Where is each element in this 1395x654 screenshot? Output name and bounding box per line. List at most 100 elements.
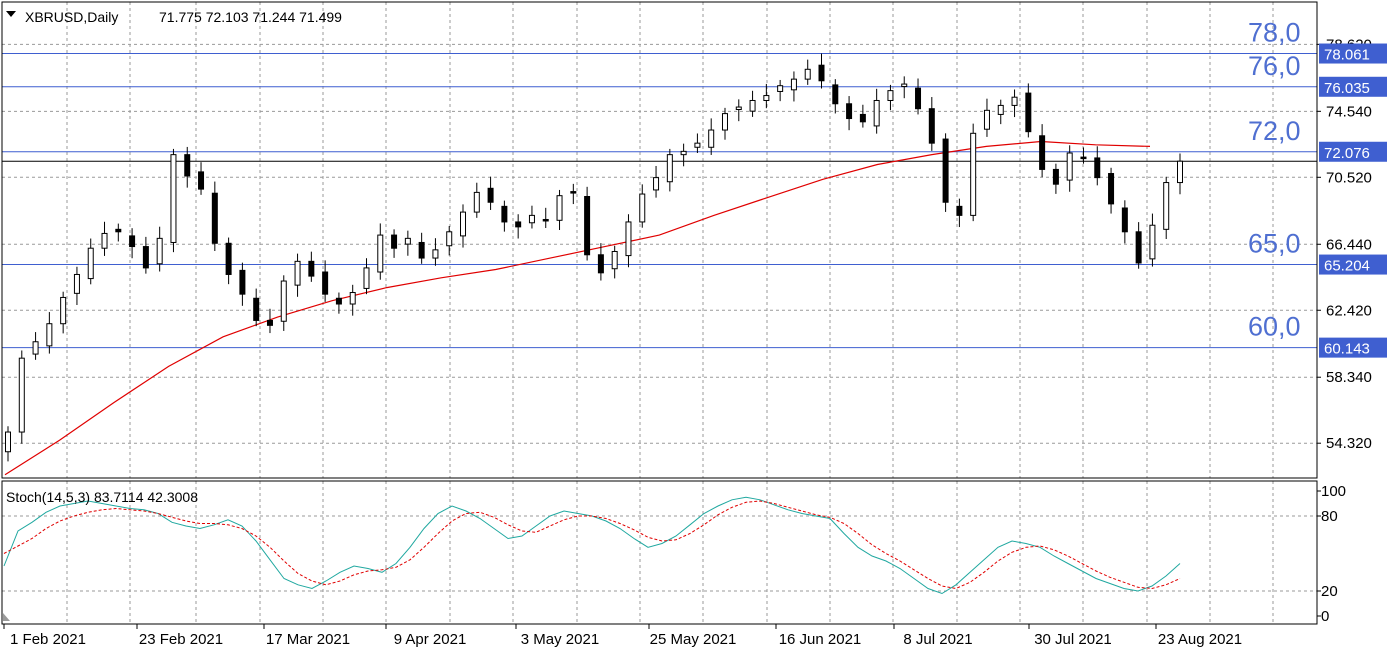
level-tag-label-0: 78.061	[1324, 47, 1370, 64]
x-tick-label-4: 3 May 2021	[521, 631, 599, 648]
candle-body-7	[101, 232, 108, 249]
candle-body-3	[46, 323, 53, 347]
candle-body-39	[542, 218, 549, 222]
candle-body-22	[308, 260, 315, 277]
horizontal-levels: 78,076,0 72,0 65,0 60,0	[2, 18, 1317, 349]
stoch-y-label-0: 100	[1321, 483, 1346, 500]
price-tags: 78.061 76.035 72.076 65.204 60.143	[1319, 43, 1387, 358]
candle-body-4	[60, 296, 67, 325]
axes: 78.62074.54070.52066.44062.42058.34054.3…	[1, 1, 1372, 648]
candle-body-56	[777, 85, 784, 92]
candle-body-18	[253, 297, 260, 321]
stoch-indicator-label: Stoch(14,5,3) 83.7114 42.3008	[6, 489, 198, 505]
x-tick-label-8: 30 Jul 2021	[1034, 631, 1112, 648]
candle-body-83	[1149, 224, 1156, 260]
level-annotation-0: 78,0	[1248, 18, 1301, 48]
x-tick-label-9: 23 Aug 2021	[1158, 631, 1242, 648]
candle-body-23	[322, 271, 329, 295]
candle-body-47	[653, 177, 660, 191]
dropdown-arrow-icon[interactable]	[6, 11, 16, 17]
level-tag-label-4: 60.143	[1324, 341, 1370, 358]
candle-body-36	[501, 205, 508, 223]
candle-body-38	[528, 214, 535, 224]
candle-body-68	[942, 138, 949, 203]
candle-body-40	[556, 195, 563, 221]
stoch-y-label-1: 80	[1321, 508, 1338, 525]
candle-body-16	[225, 242, 232, 275]
y-tick-label-5: 58.340	[1326, 369, 1372, 386]
candle-body-43	[597, 254, 604, 274]
x-tick-label-1: 23 Feb 2021	[139, 631, 223, 648]
candle-body-0	[5, 431, 11, 453]
candle-body-53	[735, 106, 742, 111]
candle-body-55	[763, 95, 770, 101]
x-tick-label-2: 17 Mar 2021	[266, 631, 350, 648]
candle-body-73	[1011, 96, 1018, 106]
candle-body-21	[294, 260, 301, 286]
stoch-main-line	[3, 496, 1181, 595]
candle-body-57	[790, 78, 797, 91]
candle-body-33	[460, 211, 467, 237]
candle-body-74	[1025, 92, 1032, 133]
candle-body-14	[198, 171, 205, 190]
candle-body-32	[446, 231, 453, 247]
candle-body-37	[515, 221, 522, 228]
y-tick-label-3: 66.440	[1326, 236, 1372, 253]
candle-body-6	[87, 247, 94, 280]
candle-body-72	[997, 104, 1004, 115]
candle-body-25	[349, 292, 356, 305]
candle-body-35	[487, 187, 494, 203]
candle-body-46	[639, 193, 646, 223]
candle-body-41	[570, 191, 577, 194]
candle-body-1	[18, 357, 25, 433]
level-annotation-2: 72,0	[1248, 116, 1301, 146]
level-tag-bg-1	[1319, 76, 1387, 97]
candle-body-62	[859, 113, 866, 123]
candle-body-85	[1177, 160, 1183, 184]
level-tag-label-2: 72.076	[1324, 145, 1370, 162]
level-annotation-3: 65,0	[1248, 229, 1301, 259]
candle-body-24	[335, 297, 342, 305]
candle-body-76	[1052, 168, 1059, 185]
stochastic-lines	[3, 496, 1181, 595]
x-tick-label-5: 25 May 2021	[650, 631, 737, 648]
candle-body-78	[1080, 156, 1087, 160]
candle-body-77	[1066, 152, 1073, 181]
symbol-label: XBRUSD,Daily	[25, 9, 118, 25]
candle-body-75	[1039, 135, 1046, 170]
x-tick-label-0: 1 Feb 2021	[10, 631, 86, 648]
candle-body-28	[391, 234, 398, 249]
candle-body-79	[1094, 157, 1101, 179]
candle-body-50	[694, 142, 701, 148]
candle-body-80	[1108, 173, 1115, 205]
candle-body-27	[377, 234, 384, 273]
chart-shift-icon	[3, 613, 10, 621]
candle-body-34	[473, 191, 480, 213]
candle-body-61	[846, 103, 853, 120]
candle-body-69	[956, 205, 963, 216]
level-tag-label-1: 76.035	[1324, 80, 1370, 97]
candle-body-64	[887, 90, 894, 101]
level-annotation-1: 76,0	[1248, 51, 1301, 81]
candle-body-52	[721, 113, 728, 131]
moving-average	[4, 140, 1151, 476]
candlesticks	[5, 53, 1183, 462]
candle-body-17	[239, 269, 246, 295]
candle-body-19	[266, 319, 273, 326]
candle-body-59	[818, 64, 825, 82]
candle-body-20	[280, 280, 287, 322]
candle-body-51	[708, 129, 715, 148]
candle-body-12	[170, 154, 177, 243]
y-tick-label-1: 74.540	[1326, 103, 1372, 120]
candle-body-49	[680, 150, 687, 156]
candle-body-65	[901, 83, 908, 88]
candle-body-2	[32, 341, 39, 355]
candle-body-63	[873, 99, 880, 127]
stoch-y-label-3: 0	[1321, 608, 1329, 625]
candle-body-58	[804, 68, 811, 80]
level-tag-label-3: 65.204	[1324, 258, 1370, 275]
level-annotation-4: 60,0	[1248, 312, 1301, 342]
x-tick-label-3: 9 Apr 2021	[394, 631, 467, 648]
candle-body-82	[1135, 231, 1142, 264]
candle-body-9	[129, 235, 136, 248]
